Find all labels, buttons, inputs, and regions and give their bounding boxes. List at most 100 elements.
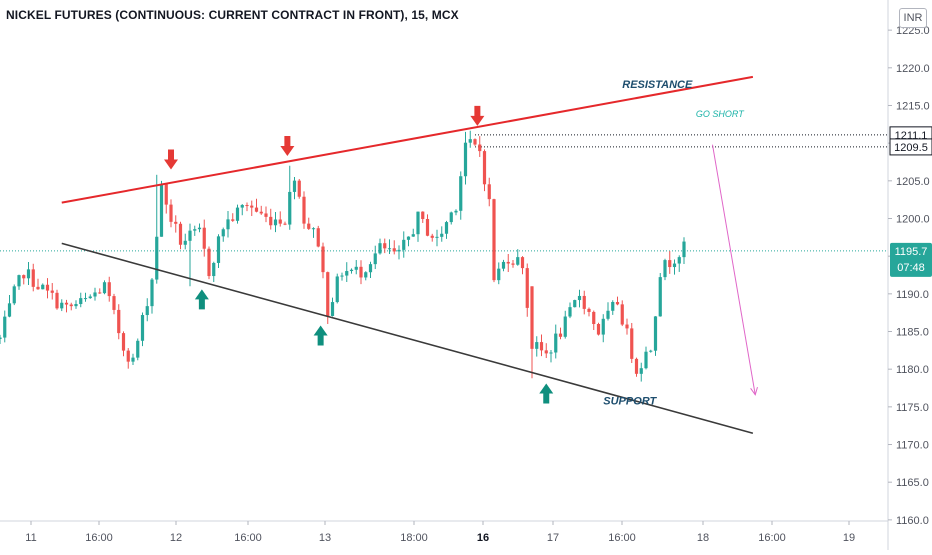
candle-body	[544, 350, 548, 354]
x-tick-label: 17	[547, 532, 559, 544]
candle-body	[12, 286, 16, 304]
candle-body	[582, 295, 586, 309]
candle-body	[83, 298, 88, 300]
candle-body	[425, 218, 430, 236]
last-price-badge	[890, 242, 932, 277]
candle-body	[231, 219, 235, 221]
support-trendline[interactable]	[61, 242, 754, 434]
support-label: SUPPORT	[603, 396, 657, 408]
candle-body	[677, 257, 681, 264]
time-axis[interactable]: 11 16:00 12 16:00 13 18:00 16 17 16:00 18 16:00 19	[25, 521, 855, 544]
candle-body	[207, 248, 211, 277]
candle-body	[416, 211, 420, 235]
candle-body	[497, 268, 501, 281]
candle-body	[41, 284, 45, 290]
candle-body	[278, 219, 282, 224]
candle-body	[601, 318, 605, 335]
y-tick-label: 1185.0	[896, 327, 929, 339]
candle-body	[79, 298, 83, 305]
candle-body	[535, 342, 539, 349]
candle-body	[653, 316, 658, 351]
candle-body	[245, 205, 249, 207]
candle-body	[235, 207, 240, 221]
candle-body	[539, 342, 544, 351]
candle-body	[254, 207, 259, 212]
projection-arrow-line[interactable]	[712, 144, 756, 395]
y-tick-label: 1215.0	[896, 100, 930, 112]
candle-body	[93, 292, 97, 297]
candle-body	[411, 234, 415, 237]
candle-body	[364, 272, 368, 278]
x-tick-label: 16:00	[758, 532, 786, 544]
candle-body	[302, 196, 306, 224]
candle-body	[45, 284, 50, 291]
down-arrow-marker	[164, 149, 178, 170]
candle-body	[74, 304, 78, 307]
down-arrow-marker	[470, 105, 485, 126]
countdown-label: 07:48	[897, 262, 925, 274]
candle-body	[150, 279, 154, 307]
candle-body	[525, 268, 529, 308]
projection-arrow-head	[750, 386, 758, 396]
candle-body	[136, 340, 140, 358]
candle-body	[435, 236, 439, 238]
candle-body	[577, 295, 582, 301]
candle-body	[558, 333, 563, 337]
candle-body	[202, 227, 206, 249]
candle-body	[264, 213, 268, 217]
y-tick-label: 1205.0	[896, 176, 930, 188]
y-tick-label: 1225.0	[896, 25, 930, 37]
candle-body	[596, 324, 601, 335]
candle-body	[31, 269, 35, 287]
price-badges: 1195.7 07:48	[890, 242, 932, 277]
y-tick-label: 1180.0	[896, 364, 929, 376]
candle-body	[644, 351, 648, 369]
trendline-drawings[interactable]: RESISTANCE SUPPORT GO SHORT	[61, 75, 758, 434]
candle-body	[634, 358, 639, 374]
candle-body	[592, 311, 596, 325]
candle-body	[340, 275, 344, 277]
candle-body	[126, 350, 130, 362]
resistance-trendline[interactable]	[61, 75, 754, 204]
candle-body	[297, 180, 301, 197]
candle-body	[501, 261, 506, 269]
candle-body	[140, 315, 145, 341]
candle-body	[473, 139, 477, 145]
candle-body	[311, 228, 316, 230]
candle-body	[354, 266, 358, 270]
y-tick-label: 1160.0	[896, 515, 929, 527]
candle-body	[359, 266, 363, 278]
candle-body	[520, 257, 525, 269]
candle-body	[568, 307, 572, 317]
resistance-label: RESISTANCE	[622, 79, 693, 91]
y-tick-label: 1200.0	[896, 213, 930, 225]
y-tick-label: 1165.0	[896, 477, 929, 489]
candle-body	[26, 269, 31, 279]
candle-body	[378, 243, 382, 254]
candle-body	[658, 277, 662, 317]
candle-body	[440, 233, 444, 237]
candle-body	[193, 229, 197, 231]
candle-body	[549, 352, 553, 354]
candle-body	[307, 223, 311, 229]
go-short-label: GO SHORT	[696, 109, 745, 119]
candle-body	[383, 243, 387, 249]
candle-body	[530, 286, 534, 349]
candle-body	[625, 324, 629, 329]
candle-body	[649, 350, 653, 352]
candle-body	[3, 316, 7, 338]
up-arrow-marker	[539, 383, 554, 404]
candle-body	[468, 139, 472, 143]
candle-body	[112, 296, 116, 310]
candle-body	[682, 241, 686, 258]
candle-body	[174, 221, 178, 224]
candle-body	[107, 282, 111, 297]
currency-badge[interactable]: INR	[899, 8, 927, 28]
candle-body	[573, 300, 577, 308]
candle-body	[516, 257, 520, 265]
candle-body	[506, 261, 510, 264]
candle-body	[283, 223, 287, 225]
candle-body	[368, 264, 373, 273]
